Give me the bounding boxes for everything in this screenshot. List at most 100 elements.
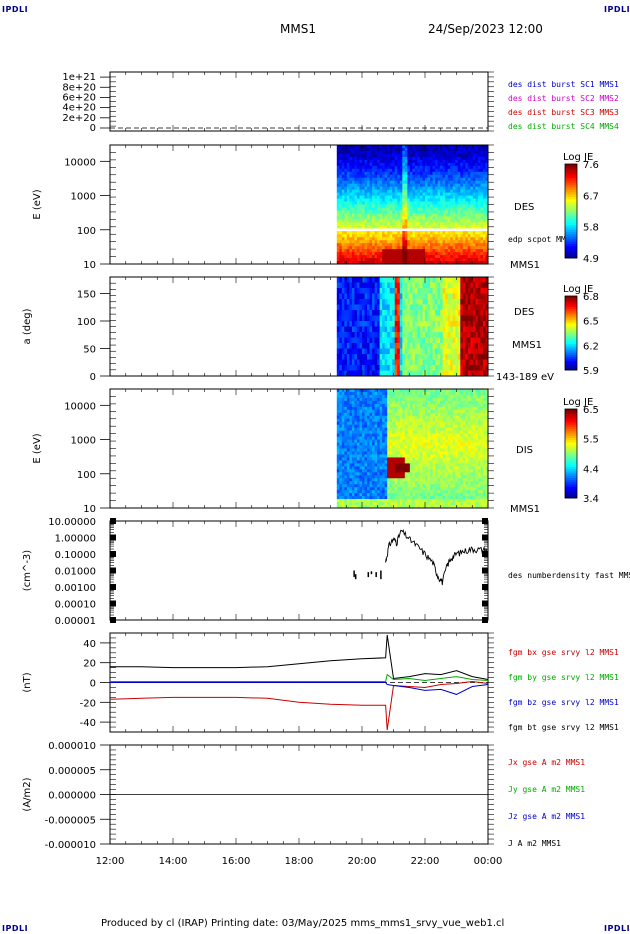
panel1-legend-entry: des dist burst SC3 MMS3 [508, 108, 619, 117]
panel2-heat-cell [397, 153, 401, 158]
panel2-heat-cell [397, 165, 401, 170]
panel2-heat-cell [445, 195, 449, 199]
panel2-heat-cell [339, 156, 343, 161]
panel3-heat-cell [397, 277, 401, 283]
panel4-heat-cell [341, 436, 345, 440]
panel2-heat-cell [447, 243, 451, 247]
panel3-heat-cell [430, 282, 433, 289]
panel2-heat-cell [387, 153, 391, 158]
panel2-heat-cell [409, 192, 413, 196]
panel2-heat-cell [430, 159, 433, 164]
panel2-heat-cell [354, 234, 358, 238]
panel2-heat-cell [341, 225, 345, 229]
panel4-heat-cell [394, 454, 398, 458]
panel4-heat-cell [372, 400, 375, 405]
panel3-heat-cell [392, 310, 396, 316]
panel2-heat-cell [425, 234, 428, 238]
panel2-heat-cell [465, 147, 469, 152]
panel2-heat-cell [417, 243, 421, 247]
panel4-heat-cell [367, 442, 370, 446]
panel4-heat-cell [344, 484, 348, 488]
panel2-heat-cell [339, 174, 343, 179]
panel3-heat-cell [475, 370, 479, 377]
panel3-heat-cell [427, 288, 431, 294]
panel2-heat-cell [367, 183, 370, 188]
panel4-heat-cell [362, 478, 365, 482]
panel2-heat-cell [475, 159, 479, 164]
panel3-heat-cell [374, 365, 378, 371]
panel3-heat-cell [460, 326, 464, 333]
panel2-colorbar-segment [565, 171, 577, 174]
panel4-heat-cell [351, 389, 355, 393]
panel4-heat-cell [404, 466, 408, 470]
panel3-heat-cell [399, 370, 403, 377]
panel2-heat-cell [455, 198, 459, 202]
panel4-heat-cell [339, 451, 343, 455]
panel2-heat-cell [354, 246, 358, 250]
panel4-heat-cell [362, 406, 365, 411]
panel2-heat-cell [409, 177, 413, 182]
panel2-heat-cell [485, 180, 489, 185]
panel2-heat-cell [379, 219, 383, 223]
panel3-heat-cell [384, 282, 388, 289]
panel2-heat-cell [354, 162, 358, 167]
panel4-heat-cell [354, 502, 358, 506]
panel3-heat-cell [422, 304, 426, 311]
panel2-heat-cell [384, 180, 388, 185]
panel2-heat-cell [399, 174, 403, 179]
panel4-heat-cell [367, 505, 370, 509]
panel2-heat-cell [450, 147, 454, 152]
panel4-heat-cell [392, 406, 396, 411]
panel2-heat-cell [341, 174, 345, 179]
panel2-heat-cell [377, 186, 381, 191]
panel2-heat-cell [422, 171, 426, 176]
panel3-heat-cell [392, 326, 396, 333]
panel3-heat-cell [336, 288, 340, 294]
panel2-heat-cell [349, 192, 353, 196]
panel2-heat-cell [349, 216, 353, 220]
panel2-heat-cell [435, 252, 438, 256]
panel2-heat-cell [452, 225, 456, 229]
panel4-heat-cell [349, 496, 353, 500]
panel3-heat-cell [447, 332, 451, 338]
panel2-heat-cell [407, 198, 411, 202]
panel4-heat-cell [389, 409, 393, 414]
panel2-heat-cell [339, 243, 343, 247]
panel2-heat-cell [445, 204, 449, 208]
panel2-heat-cell [369, 162, 373, 167]
panel2-heat-cell [397, 231, 401, 235]
panel3-heat-cell [359, 310, 363, 316]
panel2-heat-cell [425, 216, 428, 220]
panel4-heat-cell [341, 466, 345, 470]
panel2-heat-cell [409, 183, 413, 188]
panel2-heat-cell [427, 156, 431, 161]
panel3-heat-cell [457, 299, 461, 305]
panel3-heat-cell [359, 321, 363, 327]
panel2-heat-cell [465, 213, 469, 217]
panel2-heat-cell [356, 237, 360, 241]
panel2-heat-cell [351, 192, 355, 196]
panel2-heat-cell [427, 183, 431, 188]
panel2-heat-cell [364, 186, 368, 191]
panel2-heat-cell [341, 231, 345, 235]
panel3-heat-cell [419, 337, 423, 344]
panel3-heat-cell [389, 315, 393, 322]
panel2-heat-cell [394, 234, 398, 238]
panel4-heat-cell [397, 412, 401, 417]
panel2-heat-cell [389, 201, 393, 205]
panel2-heat-cell [472, 246, 476, 250]
panel2-heat-cell [475, 189, 479, 193]
panel3-heat-cell [377, 321, 381, 327]
panel2-heat-cell [372, 198, 375, 202]
panel2-heat-cell [450, 225, 454, 229]
panel3-heat-cell [389, 343, 393, 349]
panel3-heat-cell [477, 299, 481, 305]
panel2-heat-cell [427, 219, 431, 223]
panel2-heat-cell [412, 147, 416, 152]
panel4-heat-cell [402, 502, 406, 506]
panel4-heat-cell [367, 409, 370, 414]
panel2-heat-cell [450, 145, 454, 149]
panel2-heat-cell [349, 186, 353, 191]
panel4-heat-cell [384, 427, 388, 432]
